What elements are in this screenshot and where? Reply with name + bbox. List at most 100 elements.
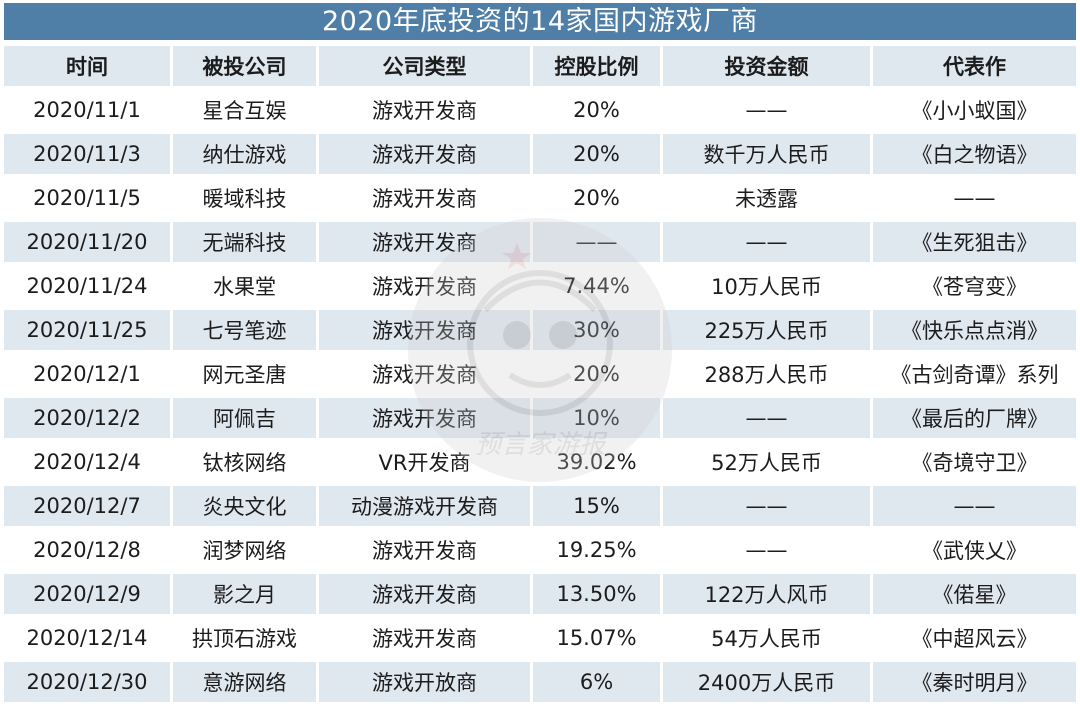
cell-company: 拱顶石游戏 <box>170 618 316 658</box>
cell-representative-work: 《苍穹变》 <box>870 266 1076 306</box>
cell-company-type: 游戏开发商 <box>316 90 530 130</box>
cell-representative-work: 《武侠乂》 <box>870 530 1076 570</box>
cell-time: 2020/12/8 <box>4 530 170 570</box>
cell-investment-amount: 10万人民币 <box>660 266 870 306</box>
table-row: 2020/11/5 暖域科技 游戏开发商 20% 未透露 —— <box>4 178 1076 218</box>
cell-company-type: 游戏开放商 <box>316 662 530 702</box>
cell-representative-work: 《古剑奇谭》系列 <box>870 354 1076 394</box>
table-row: 2020/11/1 星合互娱 游戏开发商 20% —— 《小小蚁国》 <box>4 90 1076 130</box>
cell-company-type: 游戏开发商 <box>316 134 530 174</box>
header-investment-amount: 投资金额 <box>660 46 870 86</box>
table-row: 2020/12/8 润梦网络 游戏开发商 19.25% —— 《武侠乂》 <box>4 530 1076 570</box>
cell-company-type: 游戏开发商 <box>316 222 530 262</box>
cell-time: 2020/12/7 <box>4 486 170 526</box>
cell-holding-ratio: 19.25% <box>530 530 660 570</box>
cell-representative-work: 《中超风云》 <box>870 618 1076 658</box>
table-row: 2020/12/2 阿佩吉 游戏开发商 10% —— 《最后的厂牌》 <box>4 398 1076 438</box>
cell-investment-amount: 54万人民币 <box>660 618 870 658</box>
table-title: 2020年底投资的14家国内游戏厂商 <box>4 3 1076 40</box>
cell-investment-amount: 52万人民币 <box>660 442 870 482</box>
table-row: 2020/11/25 七号笔迹 游戏开发商 30% 225万人民币 《快乐点点消》 <box>4 310 1076 350</box>
cell-time: 2020/12/2 <box>4 398 170 438</box>
cell-company-type: 游戏开发商 <box>316 310 530 350</box>
cell-company-type: 游戏开发商 <box>316 618 530 658</box>
cell-holding-ratio: 20% <box>530 134 660 174</box>
table-row: 2020/12/30 意游网络 游戏开放商 6% 2400万人民币 《秦时明月》 <box>4 662 1076 702</box>
cell-representative-work: 《快乐点点消》 <box>870 310 1076 350</box>
cell-time: 2020/11/1 <box>4 90 170 130</box>
cell-investment-amount: 数千万人民币 <box>660 134 870 174</box>
cell-company-type: 游戏开发商 <box>316 398 530 438</box>
table-row: 2020/12/1 网元圣唐 游戏开发商 20% 288万人民币 《古剑奇谭》系列 <box>4 354 1076 394</box>
cell-time: 2020/12/1 <box>4 354 170 394</box>
cell-company-type: VR开发商 <box>316 442 530 482</box>
cell-company: 暖域科技 <box>170 178 316 218</box>
cell-representative-work: —— <box>870 178 1076 218</box>
cell-investment-amount: —— <box>660 222 870 262</box>
cell-time: 2020/11/24 <box>4 266 170 306</box>
cell-holding-ratio: 15.07% <box>530 618 660 658</box>
cell-holding-ratio: 30% <box>530 310 660 350</box>
cell-time: 2020/11/3 <box>4 134 170 174</box>
cell-time: 2020/12/30 <box>4 662 170 702</box>
cell-holding-ratio: —— <box>530 222 660 262</box>
cell-investment-amount: —— <box>660 486 870 526</box>
cell-company-type: 游戏开发商 <box>316 266 530 306</box>
cell-company-type: 游戏开发商 <box>316 354 530 394</box>
cell-time: 2020/12/14 <box>4 618 170 658</box>
header-company: 被投公司 <box>170 46 316 86</box>
cell-time: 2020/11/25 <box>4 310 170 350</box>
cell-company-type: 游戏开发商 <box>316 530 530 570</box>
table-row: 2020/11/3 纳仕游戏 游戏开发商 20% 数千万人民币 《白之物语》 <box>4 134 1076 174</box>
cell-representative-work: —— <box>870 486 1076 526</box>
cell-company: 润梦网络 <box>170 530 316 570</box>
cell-representative-work: 《偌星》 <box>870 574 1076 614</box>
cell-investment-amount: —— <box>660 398 870 438</box>
table-row: 2020/12/14 拱顶石游戏 游戏开发商 15.07% 54万人民币 《中超风云》 <box>4 618 1076 658</box>
table-row: 2020/11/24 水果堂 游戏开发商 7.44% 10万人民币 《苍穹变》 <box>4 266 1076 306</box>
cell-time: 2020/12/4 <box>4 442 170 482</box>
header-row: 时间 被投公司 公司类型 控股比例 投资金额 代表作 <box>4 46 1076 86</box>
cell-holding-ratio: 13.50% <box>530 574 660 614</box>
cell-representative-work: 《小小蚁国》 <box>870 90 1076 130</box>
cell-representative-work: 《生死狙击》 <box>870 222 1076 262</box>
cell-company: 星合互娱 <box>170 90 316 130</box>
cell-company: 水果堂 <box>170 266 316 306</box>
table-row: 2020/11/20 无端科技 游戏开发商 —— —— 《生死狙击》 <box>4 222 1076 262</box>
cell-company: 炎央文化 <box>170 486 316 526</box>
cell-representative-work: 《最后的厂牌》 <box>870 398 1076 438</box>
header-time: 时间 <box>4 46 170 86</box>
cell-time: 2020/12/9 <box>4 574 170 614</box>
cell-company-type: 游戏开发商 <box>316 574 530 614</box>
table-row: 2020/12/4 钛核网络 VR开发商 39.02% 52万人民币 《奇境守卫》 <box>4 442 1076 482</box>
cell-company: 影之月 <box>170 574 316 614</box>
header-representative-work: 代表作 <box>870 46 1076 86</box>
cell-holding-ratio: 6% <box>530 662 660 702</box>
cell-holding-ratio: 7.44% <box>530 266 660 306</box>
header-company-type: 公司类型 <box>316 46 530 86</box>
cell-time: 2020/11/20 <box>4 222 170 262</box>
cell-company: 钛核网络 <box>170 442 316 482</box>
cell-company-type: 动漫游戏开发商 <box>316 486 530 526</box>
header-holding-ratio: 控股比例 <box>530 46 660 86</box>
cell-investment-amount: —— <box>660 530 870 570</box>
table-row: 2020/12/7 炎央文化 动漫游戏开发商 15% —— —— <box>4 486 1076 526</box>
cell-investment-amount: 122万人风币 <box>660 574 870 614</box>
cell-company: 阿佩吉 <box>170 398 316 438</box>
cell-investment-amount: 2400万人民币 <box>660 662 870 702</box>
cell-investment-amount: —— <box>660 90 870 130</box>
table-body: 2020/11/1 星合互娱 游戏开发商 20% —— 《小小蚁国》 2020/11/3 纳仕… <box>4 90 1076 702</box>
cell-company: 网元圣唐 <box>170 354 316 394</box>
cell-company: 无端科技 <box>170 222 316 262</box>
cell-company: 纳仕游戏 <box>170 134 316 174</box>
cell-company-type: 游戏开发商 <box>316 178 530 218</box>
cell-investment-amount: 288万人民币 <box>660 354 870 394</box>
cell-holding-ratio: 15% <box>530 486 660 526</box>
cell-holding-ratio: 20% <box>530 354 660 394</box>
table-row: 2020/12/9 影之月 游戏开发商 13.50% 122万人风币 《偌星》 <box>4 574 1076 614</box>
cell-company: 意游网络 <box>170 662 316 702</box>
cell-company: 七号笔迹 <box>170 310 316 350</box>
investment-table: 时间 被投公司 公司类型 控股比例 投资金额 代表作 2020/11/1 星合互娱… <box>4 42 1076 706</box>
cell-investment-amount: 225万人民币 <box>660 310 870 350</box>
cell-representative-work: 《白之物语》 <box>870 134 1076 174</box>
